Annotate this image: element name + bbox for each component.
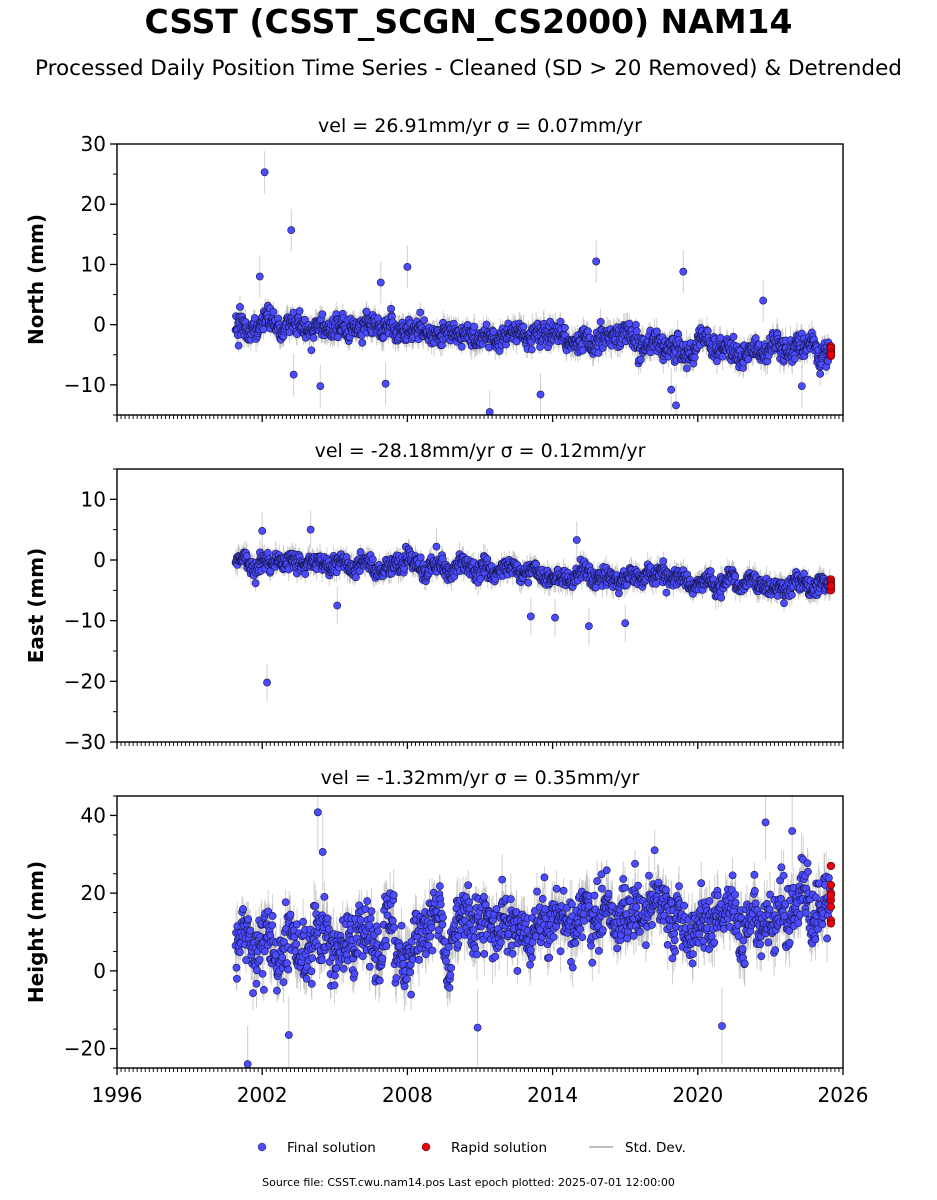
final-solution-point xyxy=(295,307,304,315)
final-solution-point xyxy=(519,322,528,331)
x-axis xyxy=(116,415,844,422)
final-solution-point xyxy=(690,353,699,362)
final-solution-point xyxy=(636,355,645,364)
panel-north: vel = 26.91mm/yr σ = 0.07mm/yr North (mm)… xyxy=(24,115,844,422)
final-solution-point xyxy=(318,310,327,319)
final-solution-point xyxy=(667,385,676,394)
final-solution-point xyxy=(387,304,395,313)
final-solution-point xyxy=(236,302,244,311)
y-tick-label: 30 xyxy=(81,132,106,156)
y-axis-label: East (mm) xyxy=(24,548,48,664)
final-solution-point xyxy=(679,267,688,276)
final-solution-point xyxy=(594,349,603,357)
final-solution-point xyxy=(797,382,806,390)
final-solution-point xyxy=(263,548,272,557)
chart-title: CSST (CSST_SCGN_CS2000) NAM14 xyxy=(144,2,793,41)
chart-figure: vel = 26.91mm/yr σ = 0.07mm/yr North (mm)… xyxy=(24,115,868,1156)
final-solution-point xyxy=(381,379,390,388)
final-solution-point xyxy=(489,327,498,336)
final-solution-point xyxy=(289,370,298,379)
rapid-solution-point xyxy=(826,350,836,359)
final-solution-point xyxy=(243,552,251,560)
final-solution-point xyxy=(625,319,634,328)
data-layer xyxy=(231,151,836,415)
final-solution-point xyxy=(470,322,479,331)
final-solution-point xyxy=(301,570,310,579)
final-solution-point xyxy=(260,168,269,177)
final-solution-point xyxy=(403,262,412,271)
panel-title: vel = -28.18mm/yr σ = 0.12mm/yr xyxy=(315,440,646,462)
final-solution-point xyxy=(560,323,569,332)
final-solution-point xyxy=(416,553,425,562)
final-solution-point xyxy=(536,390,545,399)
final-solution-point xyxy=(255,272,264,281)
final-solution-point xyxy=(368,555,377,564)
final-solution-point xyxy=(790,354,799,363)
panel-title: vel = 26.91mm/yr σ = 0.07mm/yr xyxy=(318,115,642,137)
final-solution-point xyxy=(376,278,385,287)
data-layer xyxy=(231,510,836,702)
final-solution-point xyxy=(632,327,641,336)
final-solution-point xyxy=(729,332,738,341)
final-solution-point xyxy=(250,314,259,322)
final-solution-point xyxy=(334,333,342,342)
final-solution-point xyxy=(527,345,536,354)
final-solution-point xyxy=(287,226,296,235)
final-solution-point xyxy=(744,355,753,364)
final-solution-point xyxy=(269,308,278,316)
final-solution-point xyxy=(234,341,243,350)
y-tick-label: −10 xyxy=(64,373,106,397)
final-solution-point xyxy=(556,317,565,326)
final-solution-point xyxy=(374,314,382,323)
final-solution-point xyxy=(251,579,260,588)
y-tick-label: 20 xyxy=(81,192,106,216)
final-solution-point xyxy=(652,327,661,336)
std-dev-bars xyxy=(235,151,831,415)
final-solution-point xyxy=(351,573,360,582)
final-solution-point xyxy=(759,296,768,305)
final-solution-points xyxy=(231,168,835,415)
final-solution-point xyxy=(485,408,494,415)
final-solution-point xyxy=(672,401,680,410)
final-solution-points xyxy=(231,525,835,687)
y-tick-label: 0 xyxy=(93,313,106,337)
final-solution-point xyxy=(356,548,365,556)
final-solution-point xyxy=(716,333,725,342)
final-solution-point xyxy=(309,333,318,342)
final-solution-point xyxy=(592,257,601,266)
rapid-solution-points xyxy=(826,342,836,361)
final-solution-point xyxy=(682,364,691,373)
final-solution-point xyxy=(482,320,491,329)
y-axis-label: North (mm) xyxy=(24,214,48,345)
final-solution-point xyxy=(316,382,325,390)
final-solution-point xyxy=(596,317,605,326)
panel-east: vel = -28.18mm/yr σ = 0.12mm/yr East (mm)… xyxy=(24,440,844,754)
plot-frame xyxy=(116,143,844,416)
final-solution-point xyxy=(816,369,825,378)
y-tick-label: 10 xyxy=(81,252,106,276)
final-solution-point xyxy=(703,327,712,335)
final-solution-point xyxy=(476,574,485,583)
std-dev-bars xyxy=(235,510,831,702)
final-solution-point xyxy=(457,342,466,351)
final-solution-point xyxy=(307,346,316,355)
chart-subtitle: Processed Daily Position Time Series - C… xyxy=(35,56,902,81)
final-solution-point xyxy=(379,333,388,342)
final-solution-point xyxy=(358,338,367,347)
final-solution-point xyxy=(416,308,425,317)
final-solution-point xyxy=(751,334,760,342)
final-solution-point xyxy=(420,316,429,324)
y-axis: −10 0 10 20 30 xyxy=(64,132,117,416)
